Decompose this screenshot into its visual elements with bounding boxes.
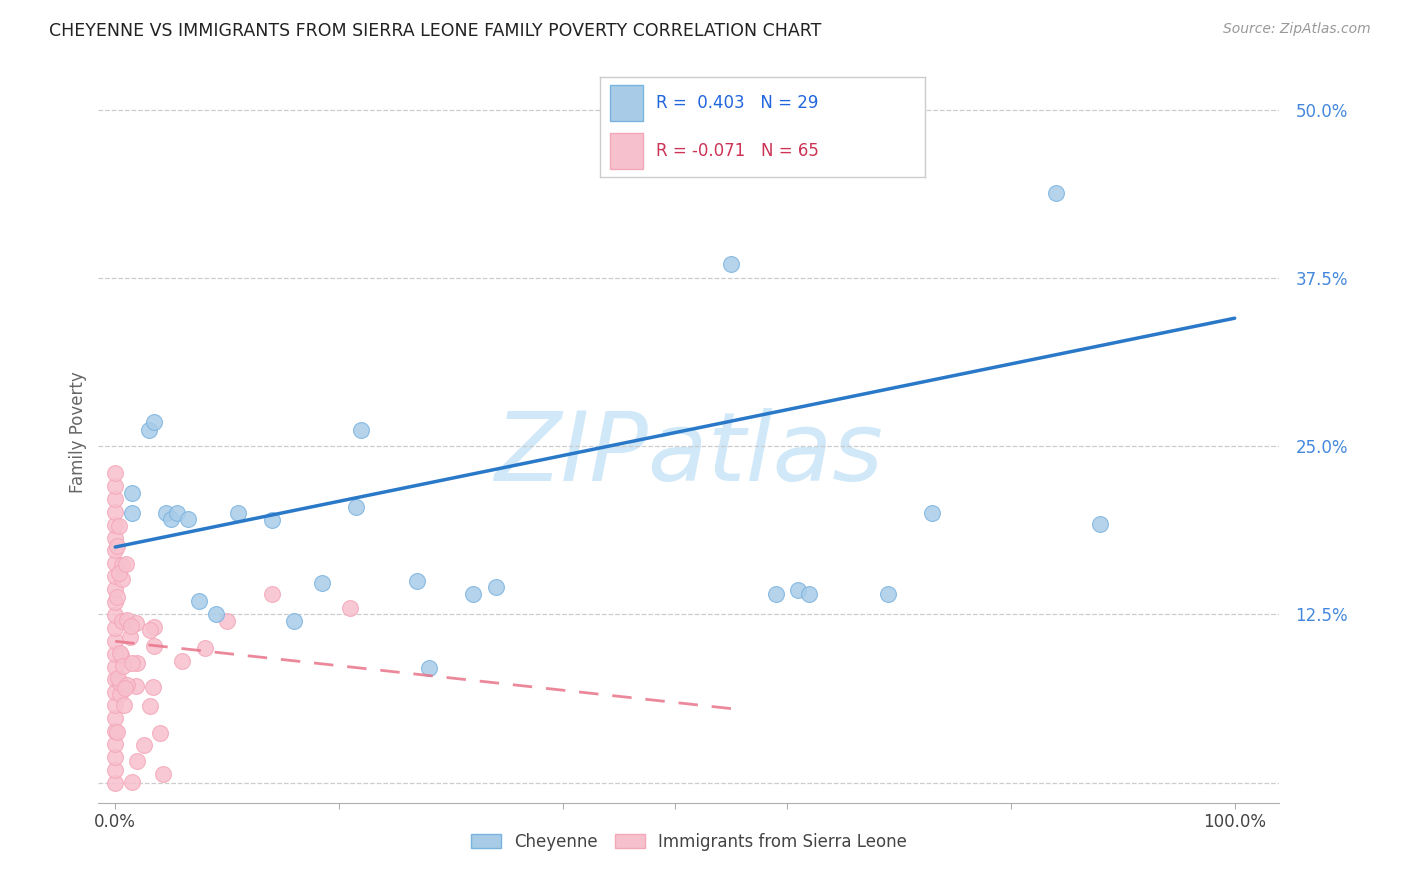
Point: [166, 507, 188, 521]
Point: [108, 519, 131, 533]
Point: [111, 614, 134, 628]
Point: [787, 583, 810, 598]
Text: Source: ZipAtlas.com: Source: ZipAtlas.com: [1223, 22, 1371, 37]
Point: [339, 600, 361, 615]
Point: [111, 658, 134, 673]
Point: [104, 607, 127, 622]
Point: [720, 257, 742, 271]
Point: [876, 587, 898, 601]
Point: [104, 633, 127, 648]
Point: [104, 531, 127, 545]
Point: [104, 647, 127, 661]
Point: [104, 724, 127, 739]
Point: [104, 711, 127, 725]
Point: [194, 640, 217, 655]
Point: [217, 614, 239, 628]
Y-axis label: Family Poverty: Family Poverty: [69, 372, 87, 493]
Point: [406, 574, 429, 588]
Point: [110, 676, 132, 690]
Point: [205, 607, 228, 622]
Point: [125, 616, 148, 631]
Point: [260, 513, 283, 527]
Point: [152, 767, 174, 781]
Point: [664, 153, 686, 167]
Point: [125, 755, 148, 769]
Point: [114, 681, 136, 695]
Point: [1090, 517, 1112, 532]
Point: [104, 479, 127, 493]
Point: [105, 724, 128, 739]
Point: [104, 543, 127, 558]
Point: [228, 507, 250, 521]
Point: [134, 738, 156, 752]
Point: [350, 423, 373, 437]
Point: [139, 623, 162, 637]
Point: [115, 557, 138, 571]
Point: [155, 507, 177, 521]
Point: [105, 539, 128, 553]
Point: [104, 763, 127, 777]
Point: [463, 587, 485, 601]
Text: CHEYENNE VS IMMIGRANTS FROM SIERRA LEONE FAMILY POVERTY CORRELATION CHART: CHEYENNE VS IMMIGRANTS FROM SIERRA LEONE…: [49, 22, 821, 40]
Point: [120, 619, 142, 633]
Point: [115, 678, 138, 692]
Point: [104, 673, 127, 687]
Point: [107, 671, 129, 685]
Text: ZIPatlas: ZIPatlas: [495, 409, 883, 501]
Point: [104, 698, 127, 713]
Point: [138, 423, 160, 437]
Point: [172, 655, 194, 669]
Point: [117, 613, 139, 627]
Point: [104, 557, 127, 571]
Point: [111, 572, 134, 586]
Point: [110, 646, 132, 660]
Point: [177, 512, 200, 526]
Point: [108, 687, 131, 701]
Point: [1045, 186, 1067, 200]
Point: [112, 698, 135, 712]
Point: [107, 566, 129, 580]
Point: [104, 737, 127, 751]
Point: [104, 569, 127, 583]
Point: [104, 582, 127, 596]
Point: [105, 590, 128, 604]
Point: [125, 656, 148, 670]
Point: [121, 656, 143, 670]
Point: [104, 517, 127, 532]
Point: [120, 631, 142, 645]
Point: [260, 587, 283, 601]
Legend: Cheyenne, Immigrants from Sierra Leone: Cheyenne, Immigrants from Sierra Leone: [464, 826, 914, 857]
Point: [485, 581, 508, 595]
Point: [104, 659, 127, 673]
Point: [104, 595, 127, 609]
Point: [143, 415, 166, 429]
Point: [139, 699, 162, 714]
Point: [160, 512, 183, 526]
Point: [110, 648, 132, 662]
Point: [121, 486, 143, 500]
Point: [283, 614, 305, 628]
Point: [143, 620, 166, 634]
Point: [344, 500, 367, 514]
Point: [142, 639, 165, 653]
Point: [188, 594, 211, 608]
Point: [104, 775, 127, 789]
Point: [311, 576, 333, 591]
Point: [149, 725, 172, 739]
Point: [104, 621, 127, 635]
Point: [104, 749, 127, 764]
Point: [104, 505, 127, 519]
Point: [142, 680, 165, 694]
Point: [799, 587, 821, 601]
Point: [921, 507, 943, 521]
Point: [125, 679, 148, 693]
Point: [104, 491, 127, 506]
Point: [121, 507, 143, 521]
Point: [418, 661, 440, 675]
Point: [111, 558, 134, 573]
Point: [121, 775, 143, 789]
Point: [104, 466, 127, 480]
Point: [765, 587, 787, 601]
Point: [104, 685, 127, 699]
